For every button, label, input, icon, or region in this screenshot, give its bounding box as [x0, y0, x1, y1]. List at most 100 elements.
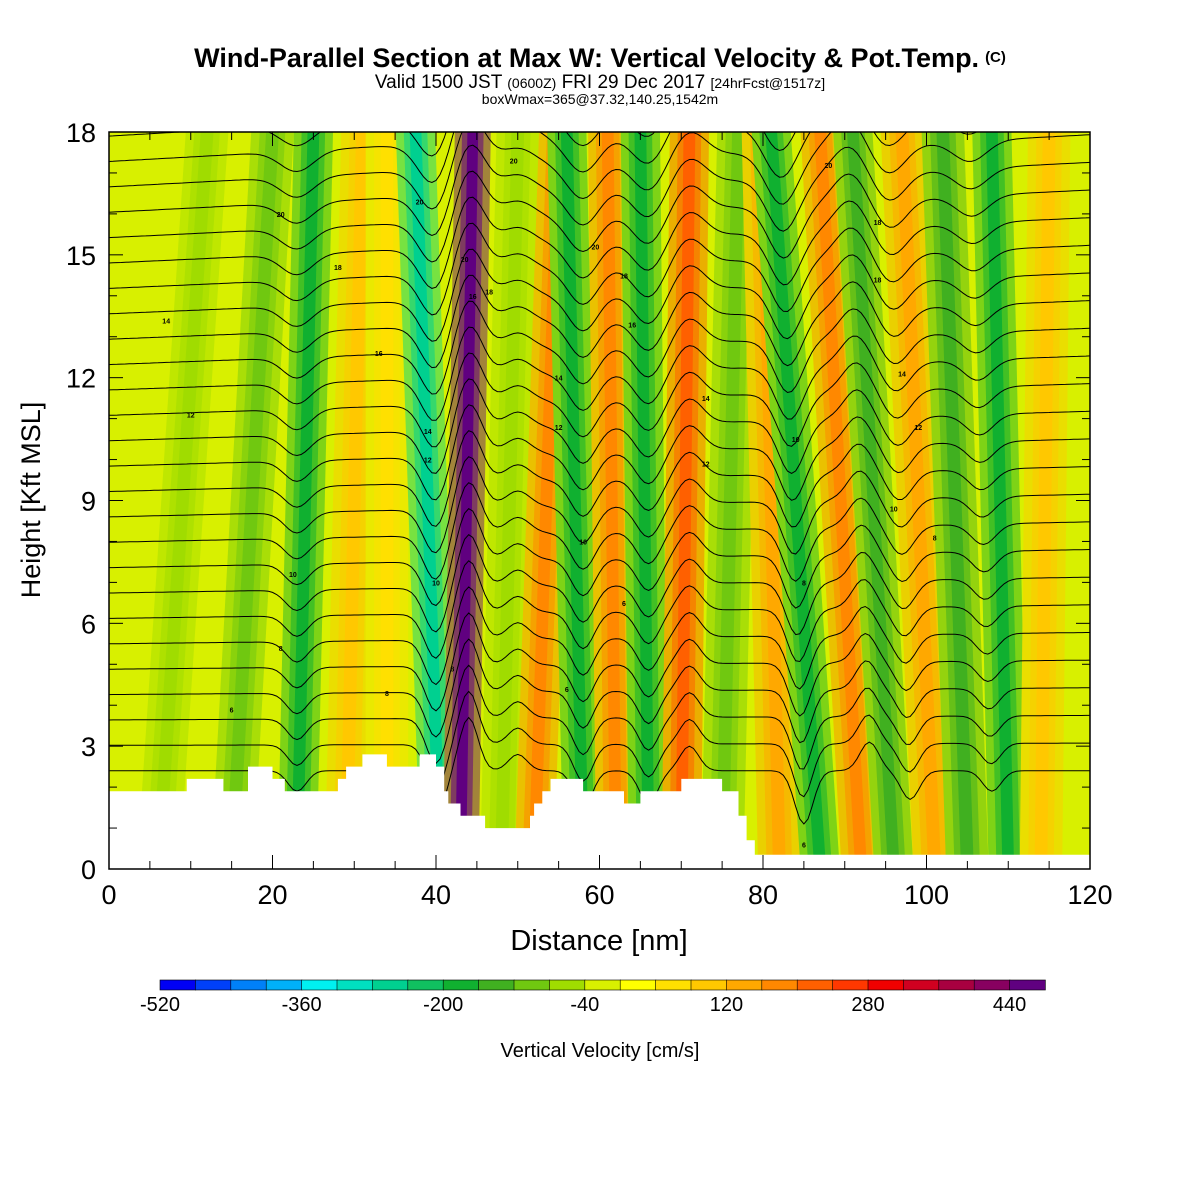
y-tick-label-0: 0	[81, 855, 96, 885]
colorbar-swatch-3	[265, 979, 303, 991]
contour-label-29: 18	[874, 277, 882, 284]
valid-time-line: Valid 1500 JST (0600Z) FRI 29 Dec 2017 […	[0, 72, 1200, 93]
colorbar-tick-6: 440	[993, 994, 1026, 1016]
theta-contour-line-19	[109, 222, 1090, 316]
box-wmax-line: boxWmax=365@37.32,140.25,1542m	[481, 91, 719, 107]
contour-label-36: 20	[825, 163, 833, 170]
valid-label: Valid 1500 JST	[374, 72, 502, 93]
contour-label-17: 10	[792, 437, 800, 444]
contour-label-14: 14	[424, 429, 432, 436]
colorbar-swatch-2	[230, 979, 267, 991]
colorbar-tick-2: -200	[423, 994, 463, 1016]
colorbar-swatch-16	[726, 979, 763, 991]
wave-band-10-layer-2	[601, 132, 622, 869]
x-axis: 0 20 40 60 80 100 120	[101, 132, 1113, 910]
theta-contour-line-21	[109, 170, 1090, 263]
theta-contour-line-8	[109, 508, 1090, 609]
colorbar-tick-1: -360	[282, 994, 322, 1016]
theta-contour-line-14	[109, 352, 1090, 448]
theta-contour-line-13	[109, 378, 1090, 474]
theta-contour-line-11	[109, 430, 1090, 528]
wave-band-13-layer-2	[715, 132, 745, 869]
contour-label-27: 18	[485, 290, 493, 297]
theta-contour-line-12	[109, 404, 1090, 501]
colorbar-swatch-18	[796, 979, 834, 991]
contour-label-19: 14	[162, 318, 170, 325]
contour-label-25: 18	[334, 265, 342, 272]
contour-label-23: 14	[898, 372, 906, 379]
contour-label-0: 6	[230, 707, 234, 714]
contour-label-30: 20	[461, 257, 469, 264]
y-tick-label-18: 18	[66, 118, 96, 148]
wave-band-5-layer-2	[409, 132, 446, 869]
colorbar-swatch-13	[619, 979, 657, 991]
contour-label-24: 16	[628, 322, 636, 329]
colorbar-tick-3: -40	[570, 994, 599, 1016]
y-axis-label: Height [Kft MSL]	[16, 402, 46, 599]
theta-contour-line-9	[109, 482, 1090, 582]
colorbar: -520 -360 -200 -40 120 280 440	[140, 979, 1046, 1016]
contour-label-3: 8	[450, 666, 454, 673]
colorbar-swatch-5	[336, 979, 374, 991]
theta-contour-line-10	[109, 456, 1090, 555]
terrain	[109, 754, 1090, 869]
theta-contour-line-6	[109, 560, 1090, 663]
x-axis-label: Distance [nm]	[510, 925, 687, 957]
terrain-mask	[109, 754, 1090, 869]
contour-label-7: 10	[432, 580, 440, 587]
colorbar-tick-4: 120	[710, 994, 743, 1016]
chart-title: Wind-Parallel Section at Max W: Vertical…	[0, 42, 1200, 74]
wave-band-1-layer-2	[225, 132, 279, 869]
theta-contour-line-18	[109, 248, 1090, 342]
contour-label-26: 16	[469, 294, 477, 301]
contour-label-1: 8	[385, 691, 389, 698]
x-tick-label-80: 80	[748, 880, 778, 910]
colorbar-swatch-1	[195, 979, 232, 991]
theta-contour-line-20	[109, 196, 1090, 289]
y-tick-label-12: 12	[66, 364, 96, 394]
y-axis: 0 3 6 9 12 15 18	[66, 118, 1090, 885]
colorbar-swatch-21	[903, 979, 940, 991]
contour-label-31: 20	[592, 245, 600, 252]
contour-label-37: 6	[802, 842, 806, 849]
contour-label-20: 16	[375, 351, 383, 358]
wave-band-18-layer-2	[895, 132, 942, 869]
y-tick-label-3: 3	[81, 732, 96, 762]
contour-label-35: 20	[510, 159, 518, 166]
x-tick-label-120: 120	[1067, 880, 1112, 910]
contour-label-6: 10	[289, 572, 297, 579]
contour-label-32: 20	[277, 212, 285, 219]
colorbar-swatch-22	[938, 979, 975, 991]
contour-label-9: 8	[802, 580, 806, 587]
colorbar-swatch-14	[655, 979, 692, 991]
theta-contour-line-4	[109, 612, 1090, 717]
colorbar-swatch-8	[442, 979, 480, 991]
colorbar-swatch-12	[584, 979, 621, 991]
colorbar-swatch-10	[513, 979, 551, 991]
wave-band-12-layer-2	[675, 132, 696, 869]
colorbar-tick-0: -520	[140, 994, 180, 1016]
colorbar-swatch-17	[761, 979, 798, 991]
contour-label-28: 18	[620, 273, 628, 280]
colorbar-swatch-11	[549, 979, 586, 991]
wave-band-16-layer-2	[814, 132, 867, 869]
theta-contour-line-5	[109, 586, 1090, 690]
forecast-info: [24hrFcst@1517z]	[710, 75, 826, 91]
theta-contour-line-15	[109, 326, 1090, 421]
wave-band-2-layer-2	[291, 132, 320, 869]
x-tick-label-60: 60	[584, 880, 614, 910]
contour-labels: 6 8 8 8 6 6 10 10 10 8 8 10 12 12 14 12 12 10 12 14 16 14 14 14…	[162, 159, 936, 850]
contour-label-13: 12	[424, 458, 432, 465]
colorbar-swatch-9	[478, 979, 515, 991]
wave-band-3-layer-2	[339, 132, 369, 869]
valid-date: FRI 29 Dec 2017	[561, 72, 706, 93]
contour-label-4: 6	[565, 687, 569, 694]
wave-band-6-layer-2	[455, 132, 479, 869]
wave-band-7-layer-2	[495, 132, 525, 869]
contour-label-8: 10	[579, 539, 587, 546]
y-tick-label-6: 6	[81, 609, 96, 639]
title-block: Wind-Parallel Section at Max W: Vertical…	[0, 42, 1200, 106]
theta-contour-line-16	[109, 300, 1090, 395]
chart-title-text: Wind-Parallel Section at Max W: Vertical…	[194, 43, 980, 73]
contour-label-5: 6	[622, 601, 626, 608]
